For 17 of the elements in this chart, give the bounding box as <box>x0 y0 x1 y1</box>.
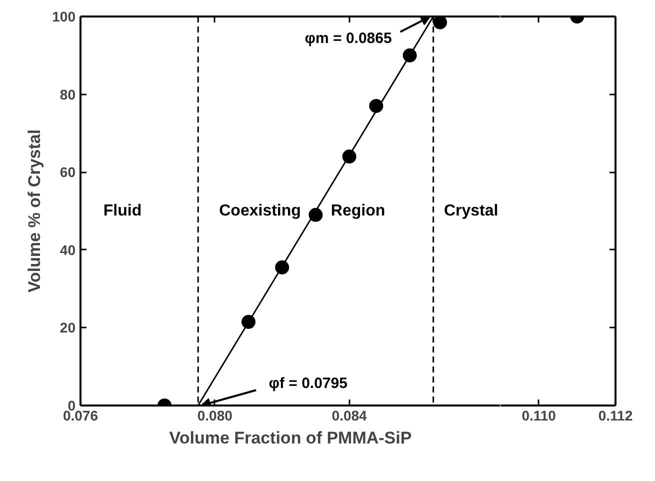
x-tick-label: 0.080 <box>197 408 233 424</box>
y-tick-label: 60 <box>60 164 76 180</box>
y-tick-label: 20 <box>60 320 76 336</box>
annotation: φf = 0.0795 <box>268 375 348 392</box>
text: Coexisting Region <box>219 202 386 220</box>
x-axis-title: Volume Fraction of PMMA-SiP <box>169 428 412 448</box>
point <box>433 16 448 30</box>
y-tick-label: 100 <box>52 8 76 24</box>
y-tick-label: 80 <box>60 86 76 102</box>
x-tick-label: 0.112 <box>598 408 633 424</box>
x-tick-label: 0.084 <box>332 408 368 424</box>
y-tick-label: 40 <box>60 242 76 258</box>
annotation: φm = 0.0865 <box>304 30 392 47</box>
annotation: Crystal <box>444 202 498 220</box>
y-axis-title: Volume % of Crystal <box>25 129 44 293</box>
annotation: Fluid <box>103 202 142 220</box>
x-tick-label: 0.110 <box>522 408 556 424</box>
